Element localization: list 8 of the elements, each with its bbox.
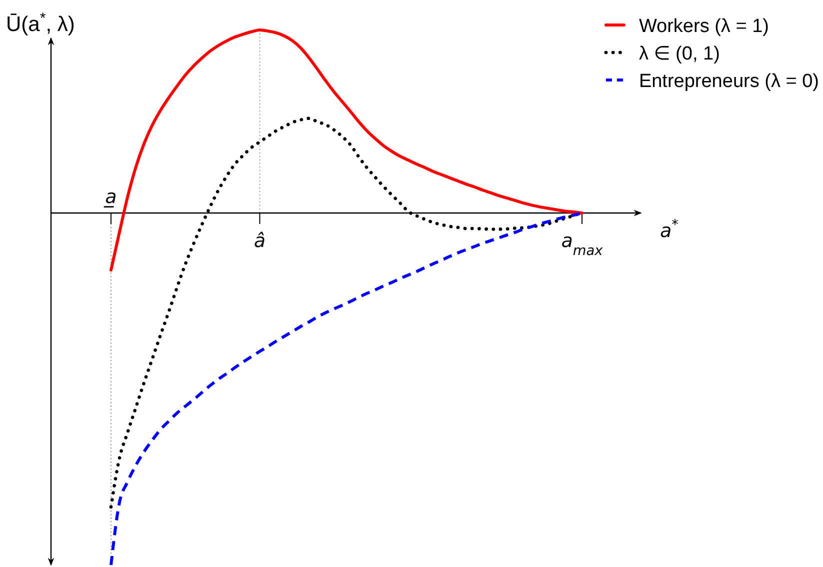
x-axis-title: a$^{*}$ xyxy=(660,217,679,242)
x-tick-label: â xyxy=(254,230,266,252)
legend-label: Entrepreneurs (λ = 0) xyxy=(638,71,819,92)
legend-label: Workers (λ = 1) xyxy=(638,16,769,37)
x-tick-label: a̲ xyxy=(104,186,117,208)
y-axis-title: Ū(a$^{*}$, λ) xyxy=(6,10,75,36)
x-tick-label: a$_{max}$ xyxy=(561,230,604,260)
legend-label: λ ∈ (0, 1) xyxy=(638,44,720,64)
